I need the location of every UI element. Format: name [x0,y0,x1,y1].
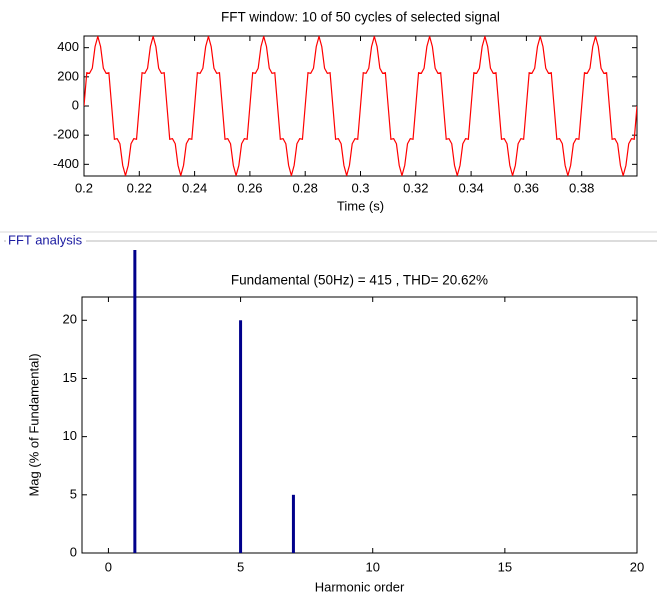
x-tick-label: 0.32 [403,180,428,195]
x-tick-label: 0.2 [75,180,93,195]
x-tick-label: 0.22 [127,180,152,195]
x-tick-label: 0.38 [569,180,594,195]
x-tick-label: 10 [365,559,379,574]
bar [239,320,243,553]
y-tick-label: -400 [53,156,79,171]
x-tick-label: 0.26 [237,180,262,195]
x-axis-label: Time (s) [337,198,384,213]
x-tick-label: 0.36 [514,180,539,195]
x-tick-label: 15 [498,559,512,574]
y-tick-label: 0 [72,97,79,112]
y-tick-label: 0 [70,544,77,559]
x-tick-label: 0.34 [458,180,483,195]
y-tick-label: -200 [53,127,79,142]
y-tick-label: 20 [63,312,77,327]
signal-line [84,36,637,176]
x-tick-label: 20 [630,559,644,574]
y-tick-label: 15 [63,370,77,385]
panel-label: FFT analysis [8,232,83,247]
panel-label-bg [6,233,86,249]
y-axis-label: Mag (% of Fundamental) [26,353,41,496]
bar [133,250,137,553]
x-tick-label: 0.24 [182,180,207,195]
bar [291,494,295,553]
x-axis-label: Harmonic order [315,579,405,594]
y-tick-label: 10 [63,428,77,443]
y-tick-label: 5 [70,486,77,501]
plot-area [81,296,638,554]
y-tick-label: 200 [57,68,79,83]
x-tick-label: 0 [105,559,112,574]
x-tick-label: 0.3 [351,180,369,195]
chart-title: Fundamental (50Hz) = 415 , THD= 20.62% [231,273,488,288]
x-tick-label: 5 [237,559,244,574]
x-tick-label: 0.28 [293,180,318,195]
chart-title: FFT window: 10 of 50 cycles of selected … [221,10,500,25]
y-tick-label: 400 [57,39,79,54]
